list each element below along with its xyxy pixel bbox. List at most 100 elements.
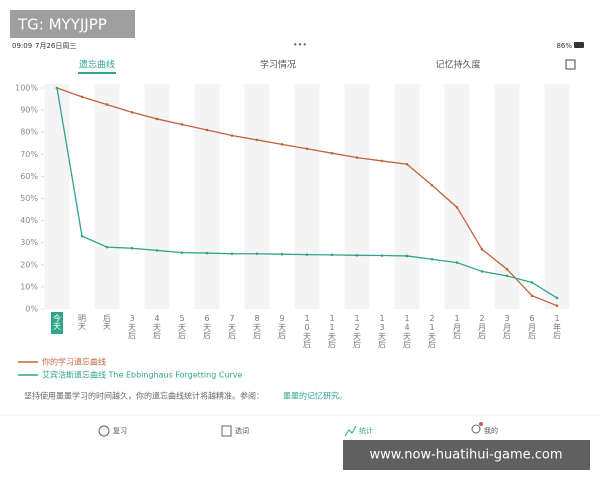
x-tick-label: 2月后 bbox=[478, 314, 487, 340]
legend-label: 你的学习遗忘曲线 bbox=[42, 357, 106, 367]
share-icon[interactable] bbox=[565, 59, 576, 70]
x-tick-label: 9天后 bbox=[278, 314, 287, 340]
status-dots: ••• bbox=[293, 41, 307, 50]
y-tick-label: 40% bbox=[20, 216, 38, 225]
data-point bbox=[355, 253, 359, 257]
data-point bbox=[180, 123, 184, 126]
column-stripe bbox=[44, 84, 70, 309]
nav-item[interactable]: 选词 bbox=[235, 426, 249, 435]
data-point bbox=[230, 252, 234, 256]
watermark: TG: MYYJJPP bbox=[17, 16, 107, 34]
nav-item[interactable]: 我的 bbox=[484, 426, 498, 435]
status-battery: 86% bbox=[556, 42, 572, 50]
y-tick-label: 100% bbox=[15, 84, 38, 93]
data-point bbox=[205, 251, 209, 255]
tab[interactable]: 记忆持久度 bbox=[435, 59, 480, 71]
data-point bbox=[80, 95, 84, 99]
x-tick-label: 11天后 bbox=[328, 314, 337, 349]
data-point bbox=[105, 245, 109, 249]
column-stripe bbox=[344, 84, 370, 309]
data-point bbox=[555, 304, 559, 307]
column-stripe bbox=[494, 84, 520, 309]
data-point bbox=[155, 249, 159, 252]
nav-item[interactable]: 统计 bbox=[359, 426, 373, 435]
x-tick-label: 6月后 bbox=[528, 314, 537, 340]
column-stripe bbox=[94, 84, 120, 309]
data-point bbox=[405, 162, 409, 166]
data-point bbox=[305, 253, 309, 256]
column-stripe bbox=[244, 84, 270, 309]
data-point bbox=[105, 103, 109, 106]
column-stripe bbox=[194, 84, 220, 309]
nav-icon bbox=[344, 425, 357, 437]
x-tick-label: 4天后 bbox=[153, 314, 162, 340]
x-tick-label: 1年后 bbox=[553, 314, 562, 340]
data-point bbox=[305, 147, 309, 151]
watermark-box bbox=[343, 440, 590, 470]
x-tick-label: 后天 bbox=[103, 313, 112, 331]
battery-icon bbox=[574, 42, 584, 48]
column-stripe bbox=[394, 84, 420, 309]
y-tick-label: 90% bbox=[20, 106, 38, 115]
data-point bbox=[405, 254, 409, 258]
tab[interactable]: 学习情况 bbox=[260, 59, 296, 71]
data-point bbox=[130, 246, 134, 250]
data-point bbox=[255, 252, 259, 256]
data-point bbox=[330, 253, 334, 257]
data-point bbox=[530, 281, 534, 284]
y-tick-label: 80% bbox=[20, 128, 38, 137]
x-tick-label: 10天后 bbox=[303, 314, 312, 349]
x-tick-label: 明天 bbox=[78, 314, 87, 331]
tab-underline bbox=[78, 72, 116, 74]
nav-icon bbox=[98, 425, 110, 437]
data-point bbox=[280, 252, 284, 256]
x-tick-label: 14天后 bbox=[403, 314, 412, 349]
watermark: www.now-huatihui-game.com bbox=[369, 448, 562, 463]
column-stripe bbox=[144, 84, 170, 309]
data-point bbox=[280, 143, 284, 146]
y-tick-label: 30% bbox=[20, 238, 38, 247]
data-point bbox=[355, 156, 359, 159]
x-tick-label: 1月后 bbox=[453, 314, 462, 340]
nav-icon bbox=[221, 425, 232, 437]
data-point bbox=[130, 111, 134, 114]
chart: 0% 10% 20% 30% 40% 50% 60% 70% 80% 90% 100% 今天 明天 后天 3… bbox=[15, 84, 570, 349]
y-tick-label: 60% bbox=[20, 172, 38, 181]
data-point bbox=[455, 261, 459, 264]
column-stripe bbox=[294, 84, 320, 309]
data-point bbox=[230, 134, 234, 137]
y-tick-label: 20% bbox=[20, 260, 38, 269]
nav-item[interactable]: 复习 bbox=[113, 426, 127, 435]
nav-icon bbox=[471, 424, 481, 434]
x-tick-label: 13天后 bbox=[378, 314, 387, 349]
data-point bbox=[380, 254, 384, 257]
data-point bbox=[530, 294, 534, 298]
data-point bbox=[480, 270, 484, 273]
y-tick-label: 0% bbox=[25, 305, 38, 314]
data-point bbox=[205, 128, 209, 132]
legend-label: 艾宾浩斯遗忘曲线 The Ebbinghaus Forgetting Curve bbox=[42, 370, 243, 380]
status-date: 7月26日周三 bbox=[35, 42, 76, 50]
data-point bbox=[255, 138, 259, 142]
x-tick-label: 12天后 bbox=[353, 314, 362, 349]
data-point bbox=[430, 257, 434, 261]
x-tick-label: 今天 bbox=[53, 313, 62, 331]
data-point bbox=[430, 183, 434, 187]
data-point bbox=[180, 251, 184, 254]
y-tick-label: 10% bbox=[20, 282, 38, 291]
x-tick-label: 3天后 bbox=[128, 314, 137, 340]
footnote-link[interactable]: 墨墨的记忆研究。 bbox=[283, 391, 347, 401]
tab[interactable]: 遗忘曲线 bbox=[79, 59, 115, 71]
data-point bbox=[80, 234, 84, 238]
column-stripe bbox=[444, 84, 470, 309]
data-point bbox=[480, 248, 484, 251]
footnote: 坚持使用墨墨学习的时间越久，你的遗忘曲线统计将越精准。参阅： bbox=[24, 391, 264, 401]
data-point bbox=[330, 151, 334, 155]
column-stripe bbox=[544, 84, 570, 309]
today-highlight bbox=[51, 312, 63, 334]
status-time: 09:09 bbox=[12, 42, 32, 50]
data-point bbox=[55, 86, 59, 90]
y-tick-label: 70% bbox=[20, 150, 38, 159]
